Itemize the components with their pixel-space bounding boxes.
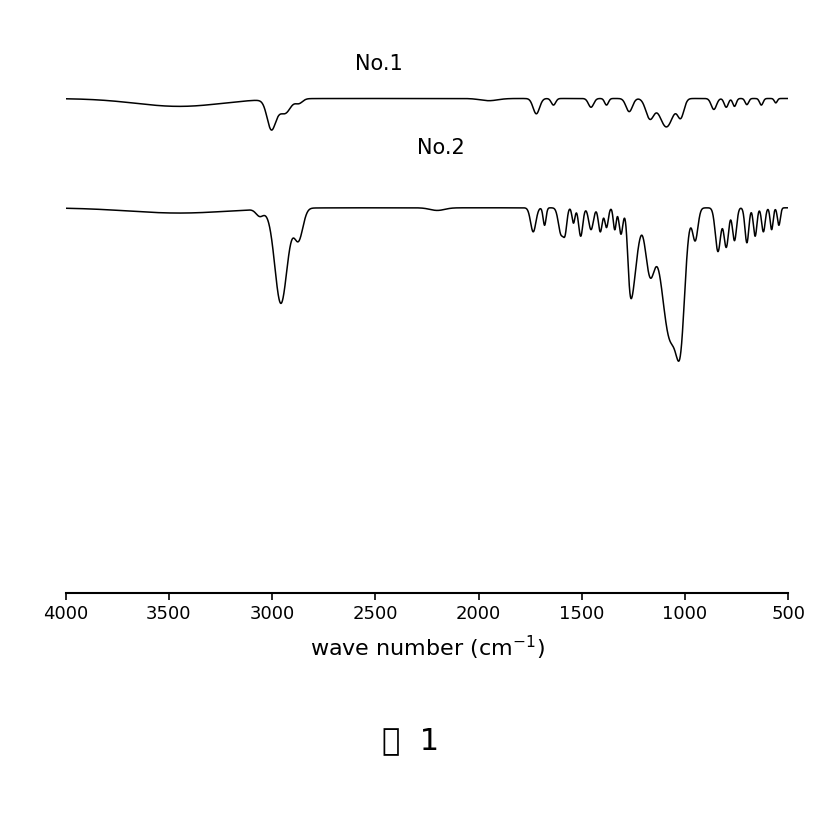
Text: No.1: No.1 xyxy=(355,54,402,74)
Text: No.2: No.2 xyxy=(416,137,465,157)
Text: 图  1: 图 1 xyxy=(382,726,439,756)
X-axis label: wave number (cm$^{-1}$): wave number (cm$^{-1}$) xyxy=(310,635,544,663)
